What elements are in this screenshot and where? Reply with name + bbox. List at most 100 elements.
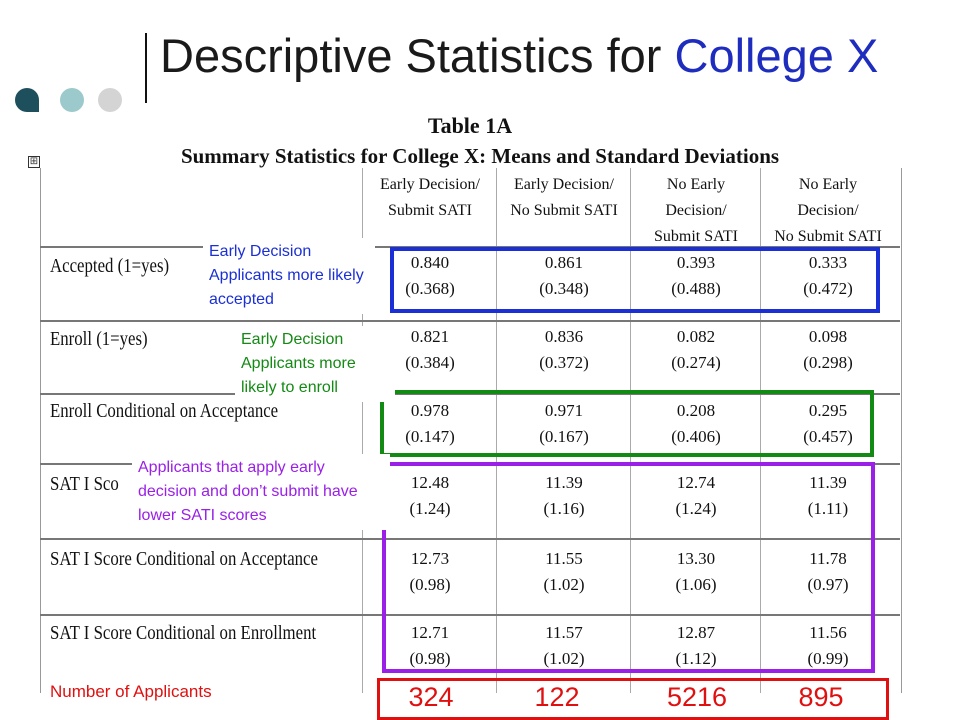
cell-sd: (0.98) <box>409 575 451 594</box>
cell-mean: 11.78 <box>809 549 847 568</box>
table-cell: 11.78 (0.97) <box>762 546 894 598</box>
table-cell: 0.208 (0.406) <box>630 398 762 450</box>
applicant-count: 122 <box>534 682 580 712</box>
table-cell: 0.861 (0.348) <box>498 250 630 302</box>
column-header: Early Decision/ Submit SATI <box>380 176 480 219</box>
row-label: Accepted (1=yes) <box>50 255 170 277</box>
cell-sd: (1.06) <box>675 575 717 594</box>
cell-mean: 0.840 <box>410 253 450 272</box>
cell-mean: 0.208 <box>676 401 716 420</box>
table-cell: 12.48 (1.24) <box>364 470 496 522</box>
row-label: Enroll (1=yes) <box>50 328 148 350</box>
cell-sd: (0.274) <box>671 353 721 372</box>
bullet-dot-teal <box>60 88 84 112</box>
title-divider <box>145 33 147 103</box>
table-divider <box>630 168 631 693</box>
row-label: Enroll Conditional on Acceptance <box>50 400 279 422</box>
table-cell: 0.393 (0.488) <box>630 250 762 302</box>
table-frame <box>40 168 902 693</box>
slide-title-accent: College X <box>674 29 879 82</box>
table-cell: 0.098 (0.298) <box>762 324 894 376</box>
slide-title-main: Descriptive Statistics for <box>160 29 662 82</box>
row-label: SAT I Score Conditional on Acceptance <box>50 548 318 570</box>
cell-sd: (0.147) <box>405 427 455 446</box>
table-cell: 12.73 (0.98) <box>364 546 496 598</box>
applicant-count: 895 <box>798 682 844 712</box>
applicant-count: 324 <box>408 682 454 712</box>
cell-sd: (0.472) <box>803 279 853 298</box>
table-cell: 0.333 (0.472) <box>762 250 894 302</box>
table-cell: 0.082 (0.274) <box>630 324 762 376</box>
cell-sd: (0.98) <box>409 649 451 668</box>
table-title: Table 1A <box>427 113 513 138</box>
cell-mean: 0.971 <box>544 401 584 420</box>
cell-mean: 11.39 <box>545 473 583 492</box>
cell-mean: 12.74 <box>676 473 716 492</box>
cell-sd: (0.488) <box>671 279 721 298</box>
applicants-highlight-box <box>377 678 889 720</box>
row-label: SAT I Score Conditional on Enrollment <box>50 622 317 644</box>
cell-mean: 0.836 <box>544 327 584 346</box>
cell-mean: 11.55 <box>545 549 583 568</box>
cell-sd: (1.02) <box>543 649 585 668</box>
applicants-label: Number of Applicants <box>50 682 212 701</box>
table-cell: 12.87 (1.12) <box>630 620 762 672</box>
table-cell: 0.295 (0.457) <box>762 398 894 450</box>
applicant-count: 5216 <box>666 682 728 712</box>
cell-sd: (1.11) <box>807 499 849 518</box>
cell-sd: (0.167) <box>539 427 589 446</box>
table-divider <box>362 168 363 693</box>
cell-mean: 12.71 <box>410 623 450 642</box>
cell-sd: (0.384) <box>405 353 455 372</box>
cell-mean: 0.393 <box>676 253 716 272</box>
cell-sd: (1.02) <box>543 575 585 594</box>
bullet-dot-dark <box>15 88 39 112</box>
table-cell: 11.56 (0.99) <box>762 620 894 672</box>
cell-sd: (1.24) <box>675 499 717 518</box>
cell-mean: 11.39 <box>809 473 847 492</box>
table-rule <box>40 320 900 322</box>
cell-mean: 0.098 <box>808 327 848 346</box>
column-header: No Early Decision/ No Submit SATI <box>774 176 882 245</box>
enroll-note: Early Decision Applicants more likely to… <box>235 326 395 402</box>
table-cell: 0.840 (0.368) <box>364 250 496 302</box>
bullet-dot-gray <box>98 88 122 112</box>
expand-icon[interactable]: ⊞ <box>28 156 40 168</box>
cell-mean: 0.082 <box>676 327 716 346</box>
cell-sd: (0.368) <box>405 279 455 298</box>
cell-mean: 0.333 <box>808 253 848 272</box>
table-cell: 0.821 (0.384) <box>364 324 496 376</box>
cell-sd: (0.406) <box>671 427 721 446</box>
enroll-highlight-box <box>380 390 874 457</box>
row-label: SAT I Sco <box>50 473 119 495</box>
cell-mean: 0.978 <box>410 401 450 420</box>
table-cell: 11.55 (1.02) <box>498 546 630 598</box>
column-header: Early Decision/ No Submit SATI <box>510 176 618 219</box>
table-divider <box>760 168 761 693</box>
table-cell: 12.74 (1.24) <box>630 470 762 522</box>
cell-mean: 11.56 <box>809 623 847 642</box>
cell-mean: 12.73 <box>410 549 450 568</box>
cell-sd: (1.16) <box>543 499 585 518</box>
cell-sd: (0.99) <box>807 649 849 668</box>
table-rule <box>40 393 900 395</box>
table-cell: 0.971 (0.167) <box>498 398 630 450</box>
table-rule <box>40 614 900 616</box>
cell-mean: 12.48 <box>410 473 450 492</box>
accepted-highlight-box <box>390 247 880 313</box>
cell-sd: (1.12) <box>675 649 717 668</box>
table-cell: 12.71 (0.98) <box>364 620 496 672</box>
sat-note: Applicants that apply early decision and… <box>132 454 390 530</box>
accepted-note: Early Decision Applicants more likely ac… <box>203 238 375 314</box>
cell-sd: (0.372) <box>539 353 589 372</box>
table-cell: 0.978 (0.147) <box>364 398 496 450</box>
cell-sd: (0.457) <box>803 427 853 446</box>
table-rule <box>40 538 900 540</box>
table-cell: 13.30 (1.06) <box>630 546 762 598</box>
table-cell: 11.39 (1.16) <box>498 470 630 522</box>
table-cell: 11.39 (1.11) <box>762 470 894 522</box>
sat-highlight-box <box>382 462 875 673</box>
cell-sd: (0.298) <box>803 353 853 372</box>
cell-sd: (1.24) <box>409 499 451 518</box>
cell-mean: 0.861 <box>544 253 584 272</box>
